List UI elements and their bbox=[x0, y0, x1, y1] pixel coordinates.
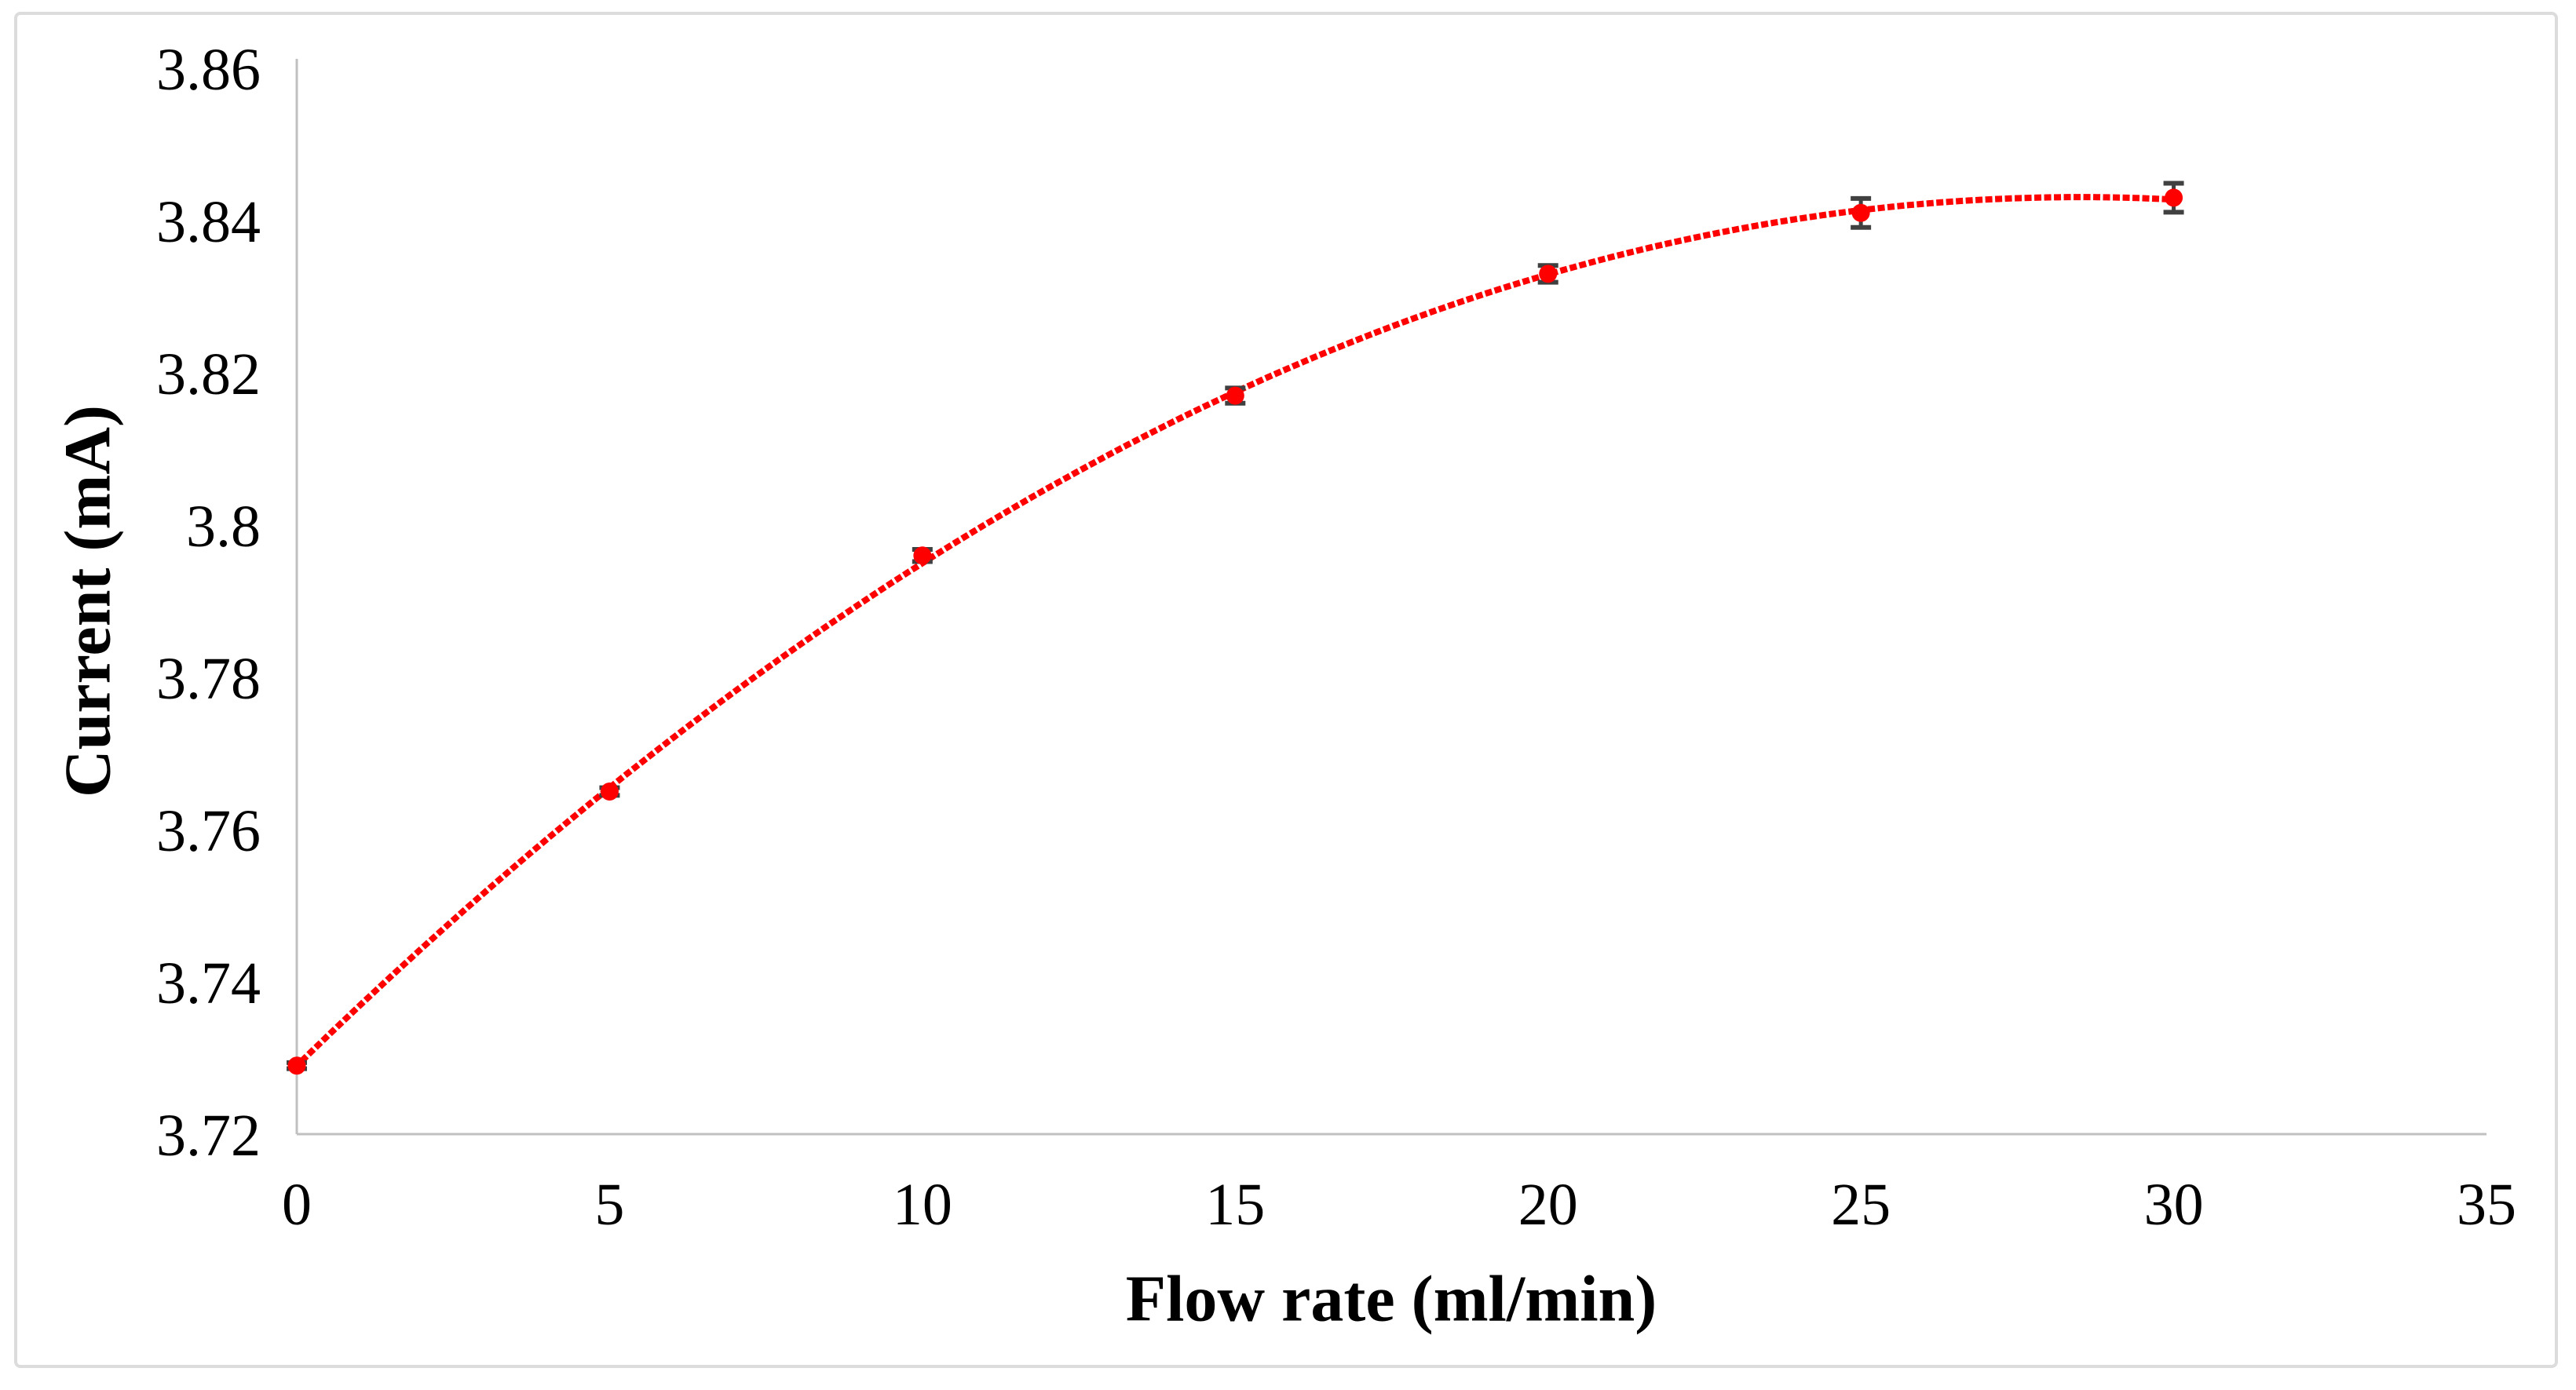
data-point bbox=[600, 783, 619, 801]
y-tick-label: 3.78 bbox=[156, 646, 261, 712]
data-point bbox=[913, 546, 932, 565]
y-tick-label: 3.72 bbox=[156, 1103, 261, 1169]
data-point bbox=[1851, 203, 1870, 222]
x-tick-label: 5 bbox=[594, 1172, 624, 1238]
data-point bbox=[2165, 188, 2183, 207]
x-tick-label: 25 bbox=[1831, 1172, 1891, 1238]
y-tick-label: 3.76 bbox=[156, 798, 261, 864]
x-tick-label: 30 bbox=[2144, 1172, 2204, 1238]
x-axis-title: Flow rate (ml/min) bbox=[1125, 1262, 1657, 1336]
data-point bbox=[287, 1056, 306, 1075]
x-tick-label: 0 bbox=[282, 1172, 312, 1238]
x-tick-label: 15 bbox=[1205, 1172, 1265, 1238]
x-tick-label: 10 bbox=[893, 1172, 952, 1238]
y-tick-label: 3.74 bbox=[156, 950, 261, 1016]
figure-border bbox=[14, 12, 2558, 1368]
y-tick-label: 3.8 bbox=[186, 494, 261, 560]
y-tick-label: 3.84 bbox=[156, 189, 261, 255]
y-tick-label: 3.82 bbox=[156, 341, 261, 407]
data-point bbox=[1539, 265, 1558, 283]
trendline bbox=[292, 194, 2177, 1071]
x-tick-label: 20 bbox=[1518, 1172, 1578, 1238]
y-axis-title: Current (mA) bbox=[51, 405, 125, 797]
x-tick-label: 35 bbox=[2457, 1172, 2516, 1238]
data-point bbox=[1226, 386, 1244, 405]
y-tick-label: 3.86 bbox=[156, 37, 261, 103]
